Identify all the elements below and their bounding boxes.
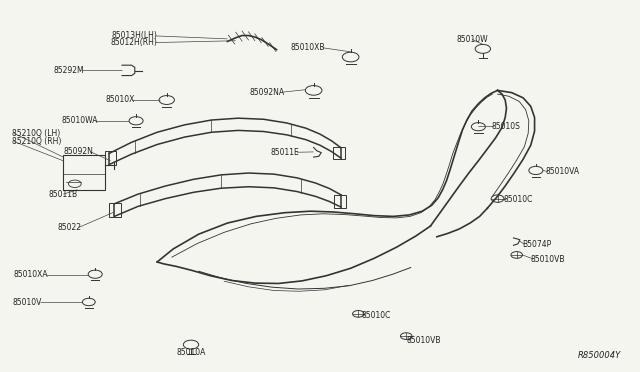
Text: 85010W: 85010W: [456, 35, 488, 44]
Text: 85010XA: 85010XA: [14, 270, 49, 279]
Text: 85011B: 85011B: [49, 190, 78, 199]
Text: 85010S: 85010S: [492, 122, 521, 131]
Text: 85010WA: 85010WA: [61, 116, 98, 125]
Text: 85010V: 85010V: [13, 298, 42, 307]
Text: 85012H(RH): 85012H(RH): [111, 38, 158, 47]
Text: R850004Y: R850004Y: [578, 351, 621, 360]
Text: 85010VB: 85010VB: [531, 254, 565, 263]
Text: 85092NA: 85092NA: [249, 88, 284, 97]
Text: 85010VA: 85010VA: [545, 167, 580, 176]
Text: 85092N: 85092N: [63, 147, 93, 156]
Text: 85210Q (LH): 85210Q (LH): [12, 129, 60, 138]
Text: 85010X: 85010X: [106, 95, 135, 104]
Text: 85210Q (RH): 85210Q (RH): [12, 137, 61, 146]
Text: 85010XB: 85010XB: [291, 43, 325, 52]
Text: 85010VB: 85010VB: [407, 336, 442, 345]
Text: 85010C: 85010C: [504, 195, 533, 204]
Text: B5074P: B5074P: [522, 240, 551, 249]
Text: 85022: 85022: [57, 223, 81, 232]
Text: 85010A: 85010A: [176, 347, 205, 356]
Text: 85010C: 85010C: [362, 311, 391, 320]
Text: 85011E: 85011E: [271, 148, 300, 157]
Text: 85292M: 85292M: [53, 66, 84, 75]
Text: 85013H(LH): 85013H(LH): [112, 31, 158, 41]
